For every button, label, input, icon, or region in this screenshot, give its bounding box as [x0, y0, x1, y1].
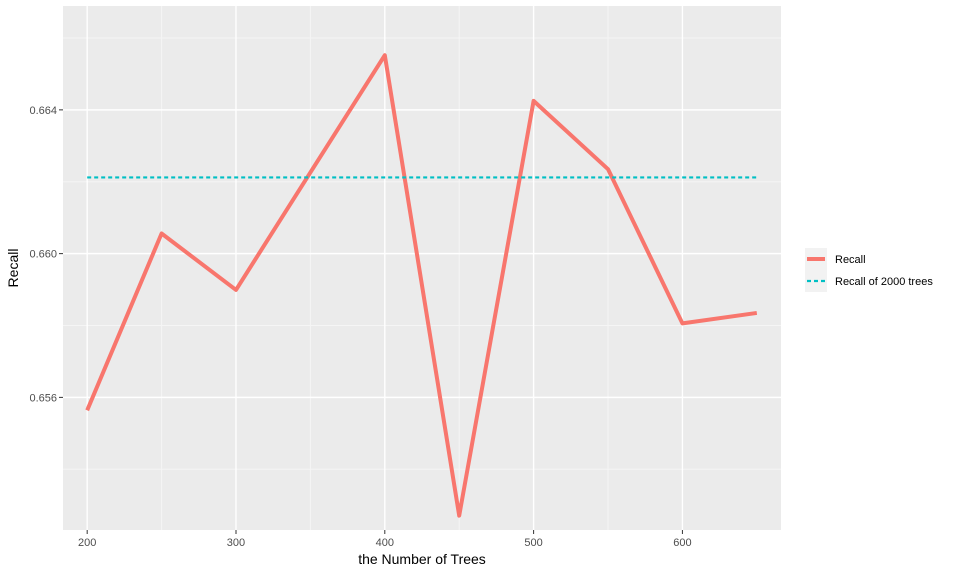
series-line-recall — [85, 53, 758, 518]
x-tick-label: 600 — [673, 537, 691, 549]
y-axis: 0.656 0.660 0.664 — [29, 105, 63, 404]
major-gridlines — [63, 6, 781, 530]
x-tick-label: 500 — [524, 537, 542, 549]
y-tick-label: 0.656 — [29, 392, 57, 404]
y-tick-label: 0.660 — [29, 249, 57, 261]
plot-panel — [63, 6, 781, 530]
x-axis-title: the Number of Trees — [358, 551, 486, 567]
y-axis-title: Recall — [5, 249, 21, 288]
x-tick-label: 300 — [227, 537, 245, 549]
y-tick-label: 0.664 — [29, 105, 57, 117]
minor-gridlines — [63, 6, 781, 530]
series-layer — [85, 53, 758, 518]
x-axis: 200 300 400 500 600 — [78, 530, 692, 549]
legend-label: Recall — [835, 254, 866, 266]
legend: Recall Recall of 2000 trees — [805, 248, 933, 292]
legend-label: Recall of 2000 trees — [835, 276, 933, 288]
x-tick-label: 400 — [376, 537, 394, 549]
x-tick-label: 200 — [78, 537, 96, 549]
